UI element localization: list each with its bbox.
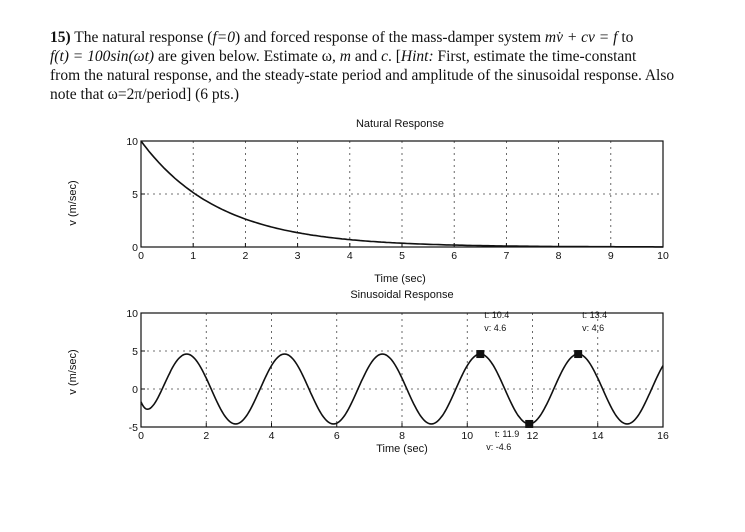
x-tick-label: 5 <box>399 250 405 262</box>
chart-title: Sinusoidal Response <box>350 289 453 301</box>
text-run: First, estimate the time-constant <box>433 48 637 65</box>
series-line <box>140 140 663 248</box>
x-tick-label: 4 <box>269 430 275 442</box>
x-tick-label: 4 <box>347 250 353 262</box>
y-tick-label: -5 <box>129 422 138 434</box>
x-tick-label: 8 <box>556 250 562 262</box>
data-tip-t-label: t: 10.4 <box>484 310 509 320</box>
x-tick-label: 16 <box>657 430 669 442</box>
x-tick-label: 10 <box>461 430 473 442</box>
x-tick-label: 6 <box>334 430 340 442</box>
sinusoidal-response-chart: Sinusoidal Response v (m/sec) Time (sec)… <box>67 289 669 455</box>
y-tick-label: 10 <box>126 308 138 320</box>
data-tip-marker <box>525 419 534 428</box>
y-axis-label: v (m/sec) <box>67 180 79 225</box>
text-run: ) and forced response of the mass-damper… <box>234 29 545 46</box>
chart-title: Natural Response <box>356 118 444 130</box>
data-tip-marker <box>476 350 485 359</box>
x-tick-label: 3 <box>295 250 301 262</box>
math-run: c <box>381 48 388 65</box>
math-run: f=0 <box>212 29 235 46</box>
y-tick-label: 0 <box>132 384 138 396</box>
hint-label: Hint: <box>400 48 434 65</box>
x-tick-label: 2 <box>203 430 209 442</box>
x-axis-label: Time (sec) <box>374 273 426 285</box>
math-run: m <box>339 48 351 65</box>
text-run: . [ <box>387 48 401 65</box>
text-run: and <box>350 48 382 65</box>
natural-response-chart: Natural Response v (m/sec) Time (sec) 0 1… <box>67 118 669 285</box>
y-tick-label: 0 <box>132 242 138 254</box>
problem-statement: 15) The natural response (f=0) and force… <box>50 28 700 104</box>
x-tick-label: 10 <box>657 250 669 262</box>
x-tick-label: 7 <box>503 250 509 262</box>
x-tick-label: 14 <box>592 430 604 442</box>
y-tick-label: 5 <box>132 346 138 358</box>
data-tip-v-label: v: 4.6 <box>484 323 506 333</box>
text-run: The natural response ( <box>74 29 213 46</box>
problem-line-4: note that ω=2π/period] (6 pts.) <box>50 86 240 103</box>
x-tick-label: 6 <box>451 250 457 262</box>
x-tick-label: 2 <box>242 250 248 262</box>
x-tick-label: 8 <box>399 430 405 442</box>
data-tip-t-label: t: 13.4 <box>582 310 607 320</box>
text-run: to <box>617 29 634 46</box>
problem-number: 15) <box>50 29 71 46</box>
y-tick-label: 5 <box>132 189 138 201</box>
x-tick-label: 9 <box>608 250 614 262</box>
problem-line-2: f(t) = 100sin(ωt) are given below. Estim… <box>50 47 700 66</box>
equation: f(t) = 100sin(ωt) <box>50 48 155 65</box>
x-tick-label: 12 <box>527 430 539 442</box>
y-tick-label: 10 <box>126 136 138 148</box>
data-tip-t-label: t: 11.9 <box>495 429 519 439</box>
data-tip-marker <box>574 350 583 359</box>
problem-line-3: from the natural response, and the stead… <box>50 67 675 84</box>
y-axis-label: v (m/sec) <box>67 349 79 394</box>
x-tick-label: 0 <box>138 250 144 262</box>
x-tick-label: 1 <box>190 250 196 262</box>
x-tick-label: 0 <box>138 430 144 442</box>
data-tip-v-label: v: -4.6 <box>486 442 511 452</box>
problem-line-1: 15) The natural response (f=0) and force… <box>50 28 700 47</box>
x-axis-label: Time (sec) <box>376 443 428 455</box>
data-tip-v-label: v: 4.6 <box>582 323 604 333</box>
equation: mv̇ + cv = f <box>544 29 618 46</box>
text-run: are given below. Estimate ω, <box>154 48 340 65</box>
